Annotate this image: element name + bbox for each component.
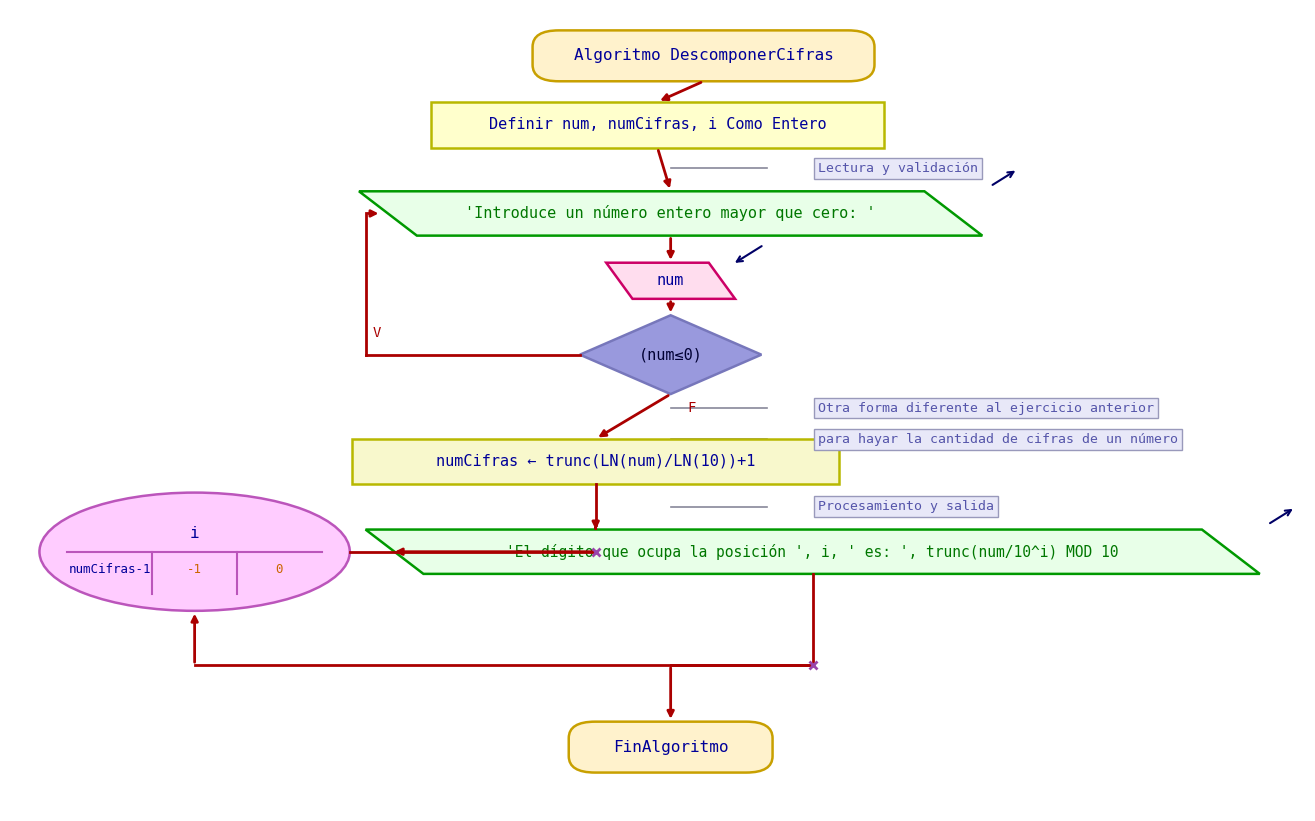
- Text: 'El dígito que ocupa la posición ', i, ' es: ', trunc(num/10^i) MOD 10: 'El dígito que ocupa la posición ', i, '…: [506, 544, 1119, 560]
- Text: -1: -1: [187, 563, 203, 576]
- Polygon shape: [359, 191, 982, 236]
- Text: i: i: [189, 526, 200, 542]
- Text: 0: 0: [276, 563, 283, 576]
- Text: V: V: [372, 326, 380, 340]
- Bar: [431, 102, 884, 148]
- Ellipse shape: [39, 493, 350, 611]
- Polygon shape: [366, 530, 1260, 574]
- Polygon shape: [606, 263, 735, 299]
- Text: Algoritmo DescomponerCifras: Algoritmo DescomponerCifras: [573, 48, 834, 63]
- Text: 'Introduce un número entero mayor que cero: ': 'Introduce un número entero mayor que ce…: [466, 205, 876, 222]
- Text: FinAlgoritmo: FinAlgoritmo: [613, 740, 729, 754]
- Polygon shape: [580, 315, 761, 394]
- FancyBboxPatch shape: [568, 722, 772, 773]
- Text: Otra forma diferente al ejercicio anterior: Otra forma diferente al ejercicio anteri…: [818, 401, 1155, 415]
- Text: numCifras ← trunc(LN(num)/LN(10))+1: numCifras ← trunc(LN(num)/LN(10))+1: [437, 454, 755, 469]
- Bar: [352, 438, 839, 484]
- Text: Procesamiento y salida: Procesamiento y salida: [818, 500, 994, 513]
- FancyBboxPatch shape: [533, 30, 874, 81]
- Text: num: num: [658, 273, 684, 288]
- Text: Definir num, numCifras, i Como Entero: Definir num, numCifras, i Como Entero: [489, 117, 826, 132]
- Text: para hayar la cantidad de cifras de un número: para hayar la cantidad de cifras de un n…: [818, 433, 1178, 446]
- Text: (num≤0): (num≤0): [639, 347, 702, 362]
- Text: numCifras-1: numCifras-1: [68, 563, 151, 576]
- Text: Lectura y validación: Lectura y validación: [818, 162, 978, 175]
- Text: F: F: [688, 401, 696, 415]
